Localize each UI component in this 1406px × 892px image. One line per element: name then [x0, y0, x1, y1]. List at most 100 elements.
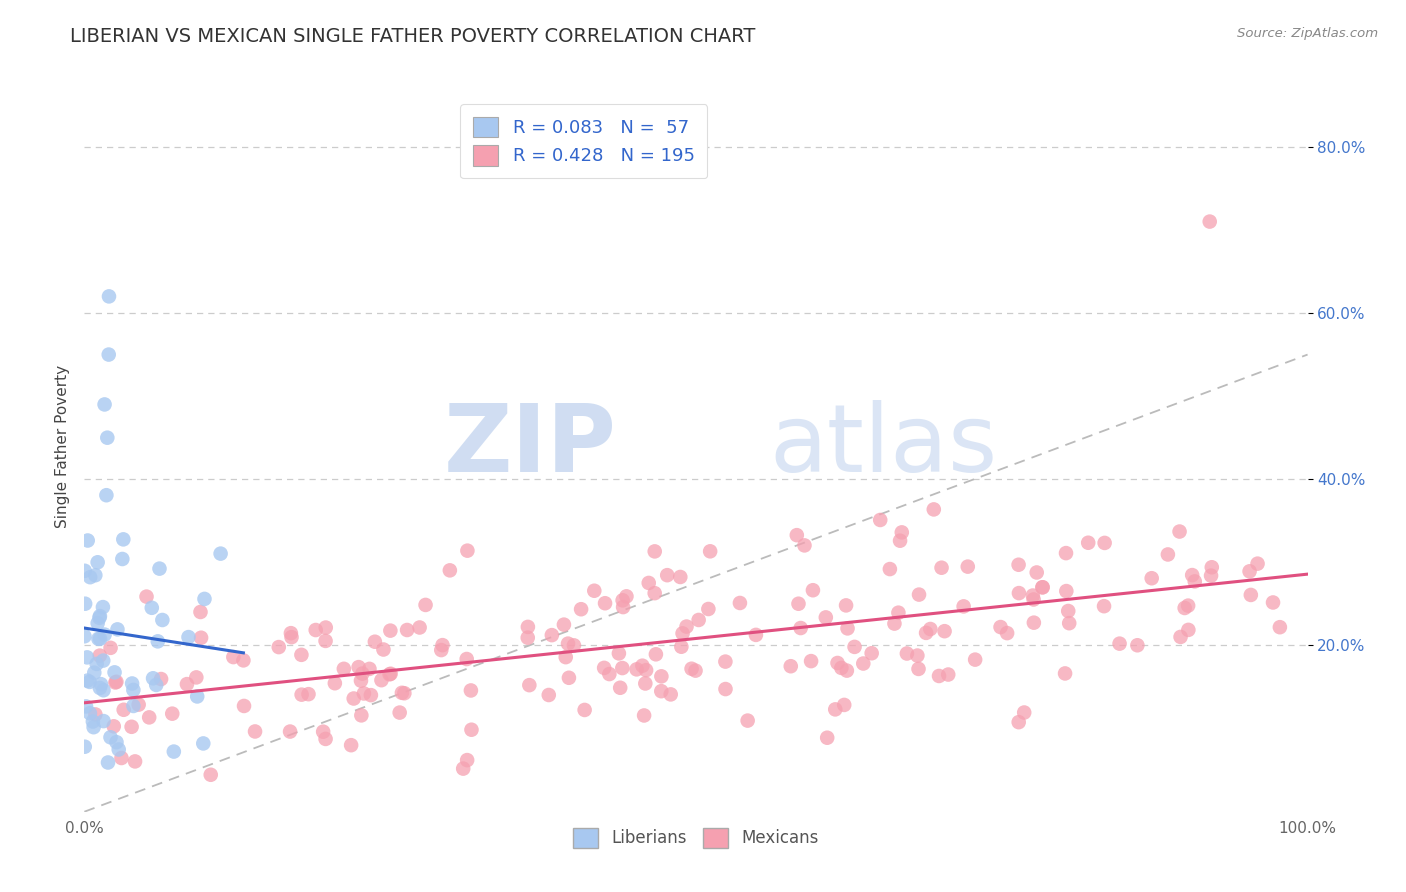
Point — [517, 678, 540, 692]
Point — [93, 683, 115, 698]
Point — [1261, 595, 1284, 609]
Point — [554, 650, 576, 665]
Point — [745, 628, 768, 642]
Point — [89, 681, 111, 695]
Point — [73, 739, 96, 754]
Point — [86, 657, 108, 671]
Point — [146, 634, 169, 648]
Point — [869, 513, 891, 527]
Point — [128, 698, 150, 712]
Point — [936, 667, 959, 681]
Point — [634, 676, 657, 690]
Point — [76, 533, 98, 548]
Point — [1177, 623, 1199, 637]
Point — [148, 561, 170, 575]
Point — [305, 623, 328, 637]
Point — [209, 547, 232, 561]
Point — [699, 544, 721, 558]
Point — [1031, 580, 1053, 594]
Point — [844, 640, 866, 654]
Point — [675, 619, 697, 633]
Point — [456, 543, 478, 558]
Point — [671, 626, 693, 640]
Point — [907, 662, 929, 676]
Text: atlas: atlas — [769, 400, 998, 492]
Point — [312, 724, 335, 739]
Point — [82, 714, 104, 729]
Point — [353, 686, 375, 700]
Point — [965, 652, 987, 666]
Point — [887, 606, 910, 620]
Point — [1268, 620, 1291, 634]
Point — [193, 736, 215, 750]
Point — [540, 628, 562, 642]
Point — [830, 661, 852, 675]
Point — [928, 669, 950, 683]
Point — [915, 626, 938, 640]
Point — [163, 745, 186, 759]
Point — [190, 605, 212, 619]
Point — [107, 742, 129, 756]
Point — [644, 586, 666, 600]
Point — [79, 674, 101, 689]
Point — [931, 560, 953, 574]
Point — [516, 620, 538, 634]
Point — [75, 597, 97, 611]
Point — [1184, 574, 1206, 589]
Point — [1157, 548, 1180, 562]
Point — [315, 731, 337, 746]
Point — [145, 678, 167, 692]
Point — [922, 502, 945, 516]
Point — [1199, 568, 1222, 582]
Point — [995, 626, 1018, 640]
Point — [685, 664, 707, 678]
Point — [657, 568, 679, 582]
Point — [186, 690, 208, 704]
Point — [93, 714, 115, 728]
Point — [1181, 568, 1204, 582]
Point — [516, 631, 538, 645]
Point — [786, 528, 808, 542]
Point — [290, 648, 312, 662]
Point — [73, 564, 96, 578]
Point — [122, 682, 145, 697]
Point — [89, 609, 111, 624]
Point — [323, 676, 346, 690]
Point — [1108, 637, 1130, 651]
Point — [558, 671, 581, 685]
Point — [637, 576, 659, 591]
Point — [1057, 604, 1080, 618]
Point — [905, 648, 928, 663]
Point — [352, 666, 374, 681]
Point — [688, 613, 710, 627]
Point — [84, 707, 107, 722]
Point — [104, 675, 127, 690]
Point — [787, 597, 810, 611]
Point — [347, 660, 370, 674]
Point — [79, 706, 101, 721]
Point — [233, 698, 256, 713]
Point — [1177, 599, 1199, 613]
Point — [460, 723, 482, 737]
Point — [1170, 630, 1192, 644]
Point — [612, 600, 634, 615]
Point — [728, 596, 751, 610]
Point — [537, 688, 560, 702]
Point — [135, 590, 157, 604]
Point — [1168, 524, 1191, 539]
Point — [90, 677, 112, 691]
Point — [697, 602, 720, 616]
Point — [83, 665, 105, 680]
Point — [669, 570, 692, 584]
Point — [373, 642, 395, 657]
Point — [553, 617, 575, 632]
Point — [360, 688, 382, 702]
Point — [1057, 616, 1080, 631]
Point — [96, 431, 118, 445]
Point — [557, 637, 579, 651]
Point — [280, 630, 302, 644]
Point — [243, 724, 266, 739]
Point — [837, 621, 859, 635]
Point — [350, 708, 373, 723]
Point — [714, 655, 737, 669]
